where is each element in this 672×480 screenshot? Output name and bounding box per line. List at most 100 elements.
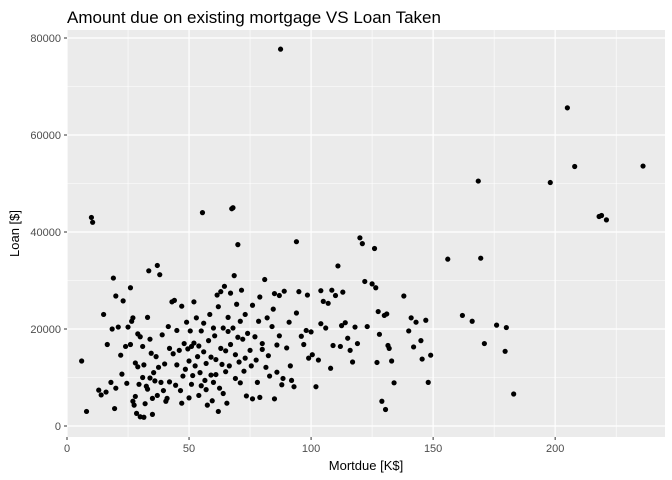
data-point	[230, 325, 236, 331]
data-point	[79, 358, 85, 364]
data-point	[298, 333, 304, 339]
data-point	[459, 312, 466, 319]
data-point	[425, 379, 431, 385]
data-point	[418, 338, 424, 344]
data-point	[205, 338, 212, 344]
data-point	[190, 372, 196, 379]
data-point	[382, 406, 389, 413]
data-point	[141, 362, 147, 368]
data-point	[127, 285, 134, 291]
data-point	[410, 344, 417, 350]
data-point	[359, 241, 365, 247]
data-point	[148, 350, 154, 356]
data-point	[231, 273, 237, 279]
data-point	[108, 379, 114, 385]
x-axis: 0 50 100 150 200	[64, 437, 564, 455]
data-point	[191, 340, 197, 346]
data-point	[213, 371, 219, 378]
x-tick-label: 100	[302, 443, 320, 455]
data-point	[254, 379, 260, 385]
data-point	[224, 400, 230, 406]
data-point	[142, 401, 148, 407]
data-point	[104, 341, 110, 348]
data-point	[194, 354, 201, 360]
data-point	[215, 304, 221, 310]
data-point	[287, 363, 293, 369]
data-point	[90, 219, 96, 225]
data-point	[345, 335, 351, 341]
data-point	[219, 361, 225, 368]
data-point	[232, 375, 239, 382]
data-point	[265, 353, 271, 359]
data-point	[146, 268, 152, 274]
data-point	[236, 359, 242, 365]
data-point	[176, 347, 182, 353]
data-point	[493, 322, 500, 328]
data-point	[293, 310, 300, 316]
data-point	[109, 326, 115, 332]
data-point	[223, 369, 229, 375]
data-point	[180, 373, 186, 379]
data-point	[379, 398, 385, 404]
data-point	[115, 324, 121, 330]
data-point	[185, 346, 191, 352]
data-point	[204, 402, 210, 408]
data-point	[201, 320, 207, 326]
data-point	[186, 358, 192, 364]
data-point	[215, 408, 221, 415]
data-point	[127, 341, 134, 348]
data-point	[140, 374, 146, 381]
data-point	[296, 289, 302, 295]
data-point	[389, 358, 395, 364]
data-point	[309, 352, 315, 358]
data-point	[141, 414, 147, 420]
data-point	[280, 375, 286, 382]
data-point	[266, 373, 273, 379]
data-point	[181, 340, 187, 347]
data-point	[263, 364, 269, 370]
data-point	[165, 323, 171, 330]
data-point	[241, 368, 247, 374]
data-point	[159, 332, 165, 338]
data-point	[122, 343, 129, 350]
data-point	[603, 217, 610, 223]
data-point	[210, 325, 217, 331]
data-point	[136, 381, 142, 387]
data-point	[188, 381, 195, 387]
data-point	[369, 281, 375, 287]
data-point	[323, 325, 329, 331]
data-point	[572, 163, 578, 170]
data-point	[386, 345, 392, 351]
data-point	[332, 292, 339, 299]
data-point	[201, 349, 207, 355]
data-point	[354, 340, 361, 347]
data-point	[281, 288, 287, 294]
chart-title: Amount due on existing mortgage VS Loan …	[67, 8, 441, 27]
data-point	[177, 387, 184, 394]
data-point	[171, 297, 177, 303]
data-point	[313, 384, 319, 390]
data-point	[243, 393, 249, 399]
data-point	[391, 380, 397, 386]
data-point	[166, 379, 173, 385]
data-point	[132, 360, 138, 366]
data-point	[198, 328, 204, 334]
data-point	[640, 163, 646, 169]
data-point	[208, 372, 214, 378]
data-point	[144, 386, 151, 392]
data-point	[293, 239, 300, 245]
data-point	[598, 212, 605, 219]
data-point	[179, 400, 185, 406]
data-point	[209, 398, 215, 404]
data-point	[264, 315, 270, 321]
data-point	[249, 396, 256, 402]
data-point	[276, 333, 282, 339]
data-point	[288, 377, 295, 384]
data-point	[153, 354, 159, 360]
data-point	[212, 333, 218, 339]
data-point	[401, 293, 407, 299]
data-point	[262, 276, 268, 283]
data-point	[352, 324, 358, 330]
data-point	[259, 346, 265, 352]
data-point	[342, 320, 348, 326]
